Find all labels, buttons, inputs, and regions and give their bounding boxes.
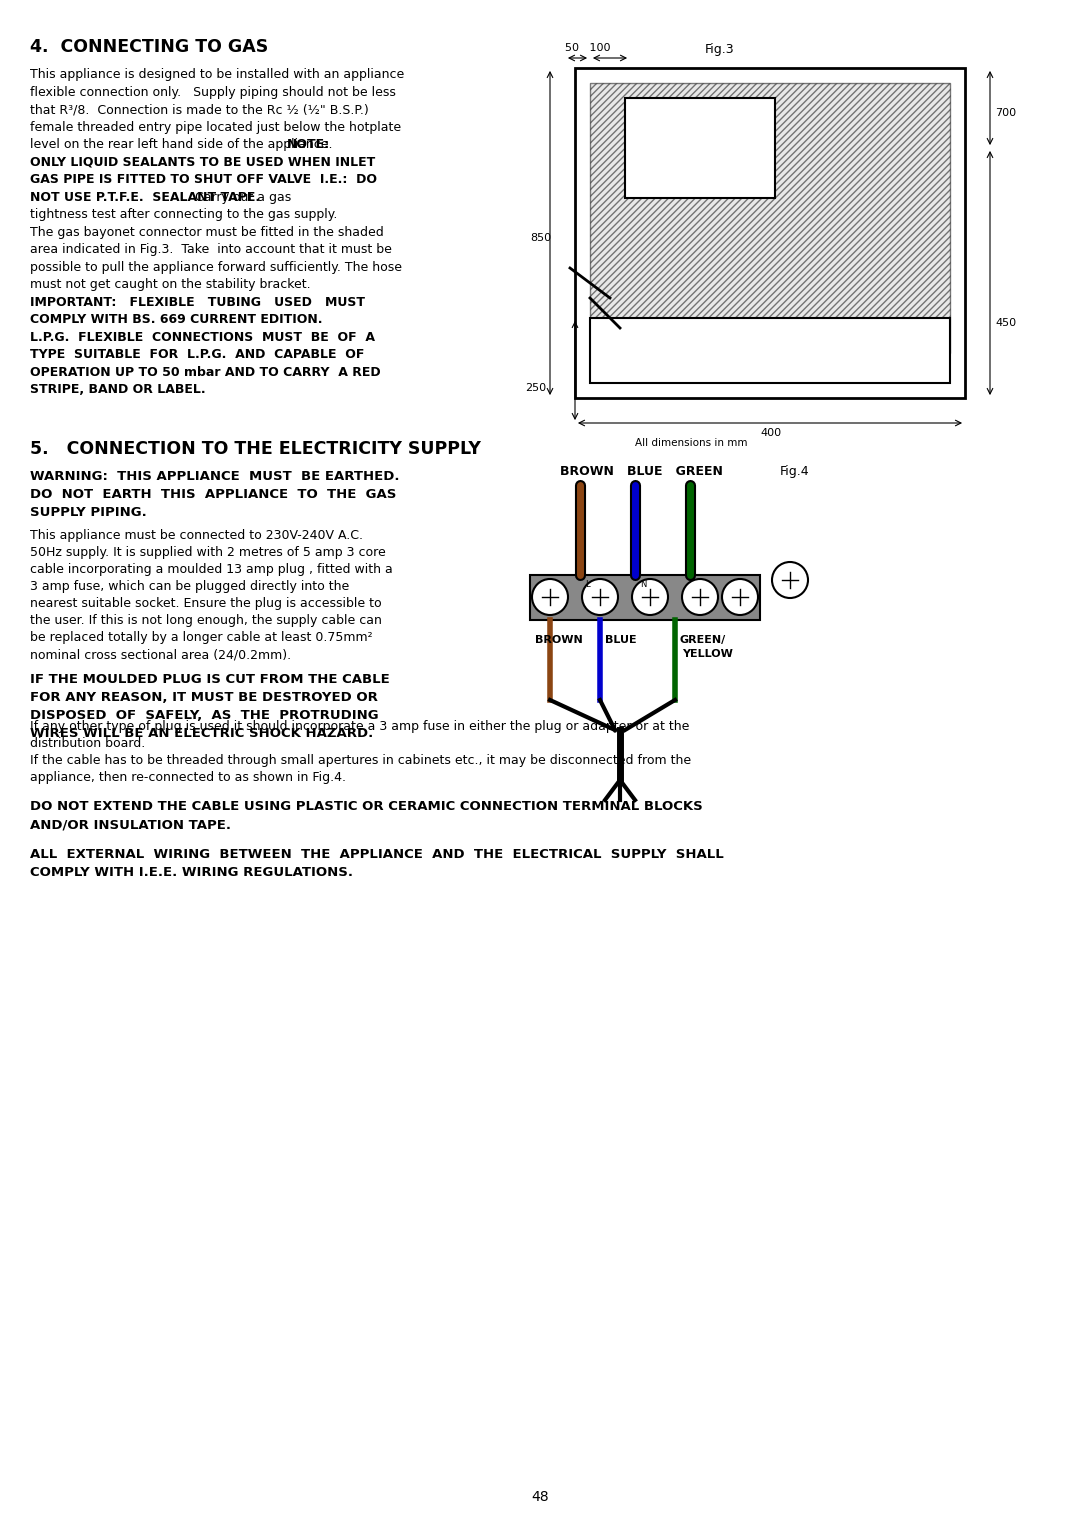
Text: The gas bayonet connector must be fitted in the shaded: The gas bayonet connector must be fitted…	[30, 226, 383, 238]
Text: be replaced totally by a longer cable at least 0.75mm²: be replaced totally by a longer cable at…	[30, 631, 373, 643]
Text: ONLY LIQUID SEALANTS TO BE USED WHEN INLET: ONLY LIQUID SEALANTS TO BE USED WHEN INL…	[30, 156, 375, 168]
Text: STRIPE, BAND OR LABEL.: STRIPE, BAND OR LABEL.	[30, 384, 205, 396]
Text: NOTE:: NOTE:	[287, 138, 330, 151]
Text: ALL  EXTERNAL  WIRING  BETWEEN  THE  APPLIANCE  AND  THE  ELECTRICAL  SUPPLY  SH: ALL EXTERNAL WIRING BETWEEN THE APPLIANC…	[30, 848, 724, 860]
Text: must not get caught on the stability bracket.: must not get caught on the stability bra…	[30, 278, 311, 290]
Text: distribution board.: distribution board.	[30, 736, 145, 750]
Text: L.P.G.  FLEXIBLE  CONNECTIONS  MUST  BE  OF  A: L.P.G. FLEXIBLE CONNECTIONS MUST BE OF A	[30, 330, 375, 344]
Text: cable incorporating a moulded 13 amp plug , fitted with a: cable incorporating a moulded 13 amp plu…	[30, 562, 393, 576]
Text: Fig.4: Fig.4	[780, 465, 810, 478]
Text: AND/OR INSULATION TAPE.: AND/OR INSULATION TAPE.	[30, 817, 231, 831]
Text: appliance, then re-connected to as shown in Fig.4.: appliance, then re-connected to as shown…	[30, 772, 346, 784]
Text: BLUE: BLUE	[605, 636, 636, 645]
Text: 4.  CONNECTING TO GAS: 4. CONNECTING TO GAS	[30, 38, 268, 57]
Text: If the cable has to be threaded through small apertures in cabinets etc., it may: If the cable has to be threaded through …	[30, 753, 691, 767]
Circle shape	[723, 579, 758, 614]
Text: 450: 450	[995, 318, 1016, 329]
Text: IMPORTANT:   FLEXIBLE   TUBING   USED   MUST: IMPORTANT: FLEXIBLE TUBING USED MUST	[30, 295, 365, 309]
Text: N: N	[640, 581, 646, 588]
Text: DO  NOT  EARTH  THIS  APPLIANCE  TO  THE  GAS: DO NOT EARTH THIS APPLIANCE TO THE GAS	[30, 487, 396, 501]
Text: 48: 48	[531, 1490, 549, 1504]
Bar	[575, 69, 966, 397]
Circle shape	[582, 579, 618, 614]
Text: COMPLY WITH BS. 669 CURRENT EDITION.: COMPLY WITH BS. 669 CURRENT EDITION.	[30, 313, 323, 325]
Bar	[590, 318, 950, 384]
Text: 50   100: 50 100	[565, 43, 610, 53]
Text: flexible connection only.   Supply piping should not be less: flexible connection only. Supply piping …	[30, 86, 396, 98]
Bar	[590, 83, 950, 353]
Text: that R³/8.  Connection is made to the Rc ½ (½" B.S.P.): that R³/8. Connection is made to the Rc …	[30, 102, 368, 116]
Text: nominal cross sectional area (24/0.2mm).: nominal cross sectional area (24/0.2mm).	[30, 648, 292, 662]
Text: the user. If this is not long enough, the supply cable can: the user. If this is not long enough, th…	[30, 614, 382, 626]
Circle shape	[632, 579, 669, 614]
Text: female threaded entry pipe located just below the hotplate: female threaded entry pipe located just …	[30, 121, 401, 133]
Text: level on the rear left hand side of the appliance.: level on the rear left hand side of the …	[30, 138, 345, 151]
Text: 700: 700	[995, 108, 1016, 118]
Text: 250: 250	[525, 384, 546, 393]
Text: This appliance is designed to be installed with an appliance: This appliance is designed to be install…	[30, 69, 404, 81]
Text: FOR ANY REASON, IT MUST BE DESTROYED OR: FOR ANY REASON, IT MUST BE DESTROYED OR	[30, 691, 378, 704]
Text: WIRES WILL BE AN ELECTRIC SHOCK HAZARD.: WIRES WILL BE AN ELECTRIC SHOCK HAZARD.	[30, 727, 374, 740]
Text: GAS PIPE IS FITTED TO SHUT OFF VALVE  I.E.:  DO: GAS PIPE IS FITTED TO SHUT OFF VALVE I.E…	[30, 173, 377, 186]
Text: WARNING:  THIS APPLIANCE  MUST  BE EARTHED.: WARNING: THIS APPLIANCE MUST BE EARTHED.	[30, 471, 400, 483]
Text: NOT USE P.T.F.E.  SEALANT TAPE.: NOT USE P.T.F.E. SEALANT TAPE.	[30, 191, 260, 203]
Text: BROWN   BLUE   GREEN: BROWN BLUE GREEN	[561, 465, 723, 478]
Text: Carry out a gas: Carry out a gas	[187, 191, 291, 203]
Text: 3 amp fuse, which can be plugged directly into the: 3 amp fuse, which can be plugged directl…	[30, 581, 349, 593]
Text: tightness test after connecting to the gas supply.: tightness test after connecting to the g…	[30, 208, 337, 222]
Text: GREEN/: GREEN/	[680, 636, 726, 645]
Text: 5.   CONNECTION TO THE ELECTRICITY SUPPLY: 5. CONNECTION TO THE ELECTRICITY SUPPLY	[30, 440, 481, 458]
Text: IF THE MOULDED PLUG IS CUT FROM THE CABLE: IF THE MOULDED PLUG IS CUT FROM THE CABL…	[30, 672, 390, 686]
Circle shape	[532, 579, 568, 614]
Text: 50Hz supply. It is supplied with 2 metres of 5 amp 3 core: 50Hz supply. It is supplied with 2 metre…	[30, 545, 386, 559]
Bar	[625, 98, 775, 199]
Text: If any other type of plug is used it should incorporate a 3 amp fuse in either t: If any other type of plug is used it sho…	[30, 720, 689, 733]
Text: BROWN: BROWN	[535, 636, 583, 645]
Text: COMPLY WITH I.E.E. WIRING REGULATIONS.: COMPLY WITH I.E.E. WIRING REGULATIONS.	[30, 866, 353, 879]
Text: 850: 850	[530, 232, 551, 243]
Text: YELLOW: YELLOW	[681, 649, 733, 659]
Text: 400: 400	[760, 428, 781, 439]
Text: DISPOSED  OF  SAFELY,  AS  THE  PROTRUDING: DISPOSED OF SAFELY, AS THE PROTRUDING	[30, 709, 379, 723]
Circle shape	[772, 562, 808, 597]
Bar	[530, 575, 760, 620]
Circle shape	[681, 579, 718, 614]
Text: OPERATION UP TO 50 mbar AND TO CARRY  A RED: OPERATION UP TO 50 mbar AND TO CARRY A R…	[30, 365, 380, 379]
Text: L: L	[585, 581, 590, 588]
Text: TYPE  SUITABLE  FOR  L.P.G.  AND  CAPABLE  OF: TYPE SUITABLE FOR L.P.G. AND CAPABLE OF	[30, 348, 364, 361]
Text: nearest suitable socket. Ensure the plug is accessible to: nearest suitable socket. Ensure the plug…	[30, 597, 381, 610]
Text: Fig.3: Fig.3	[705, 43, 734, 57]
Text: All dimensions in mm: All dimensions in mm	[635, 439, 747, 448]
Text: area indicated in Fig.3.  Take  into account that it must be: area indicated in Fig.3. Take into accou…	[30, 243, 392, 257]
Text: This appliance must be connected to 230V-240V A.C.: This appliance must be connected to 230V…	[30, 529, 363, 542]
Text: possible to pull the appliance forward sufficiently. The hose: possible to pull the appliance forward s…	[30, 260, 402, 274]
Text: SUPPLY PIPING.: SUPPLY PIPING.	[30, 506, 147, 520]
Text: DO NOT EXTEND THE CABLE USING PLASTIC OR CERAMIC CONNECTION TERMINAL BLOCKS: DO NOT EXTEND THE CABLE USING PLASTIC OR…	[30, 801, 703, 813]
